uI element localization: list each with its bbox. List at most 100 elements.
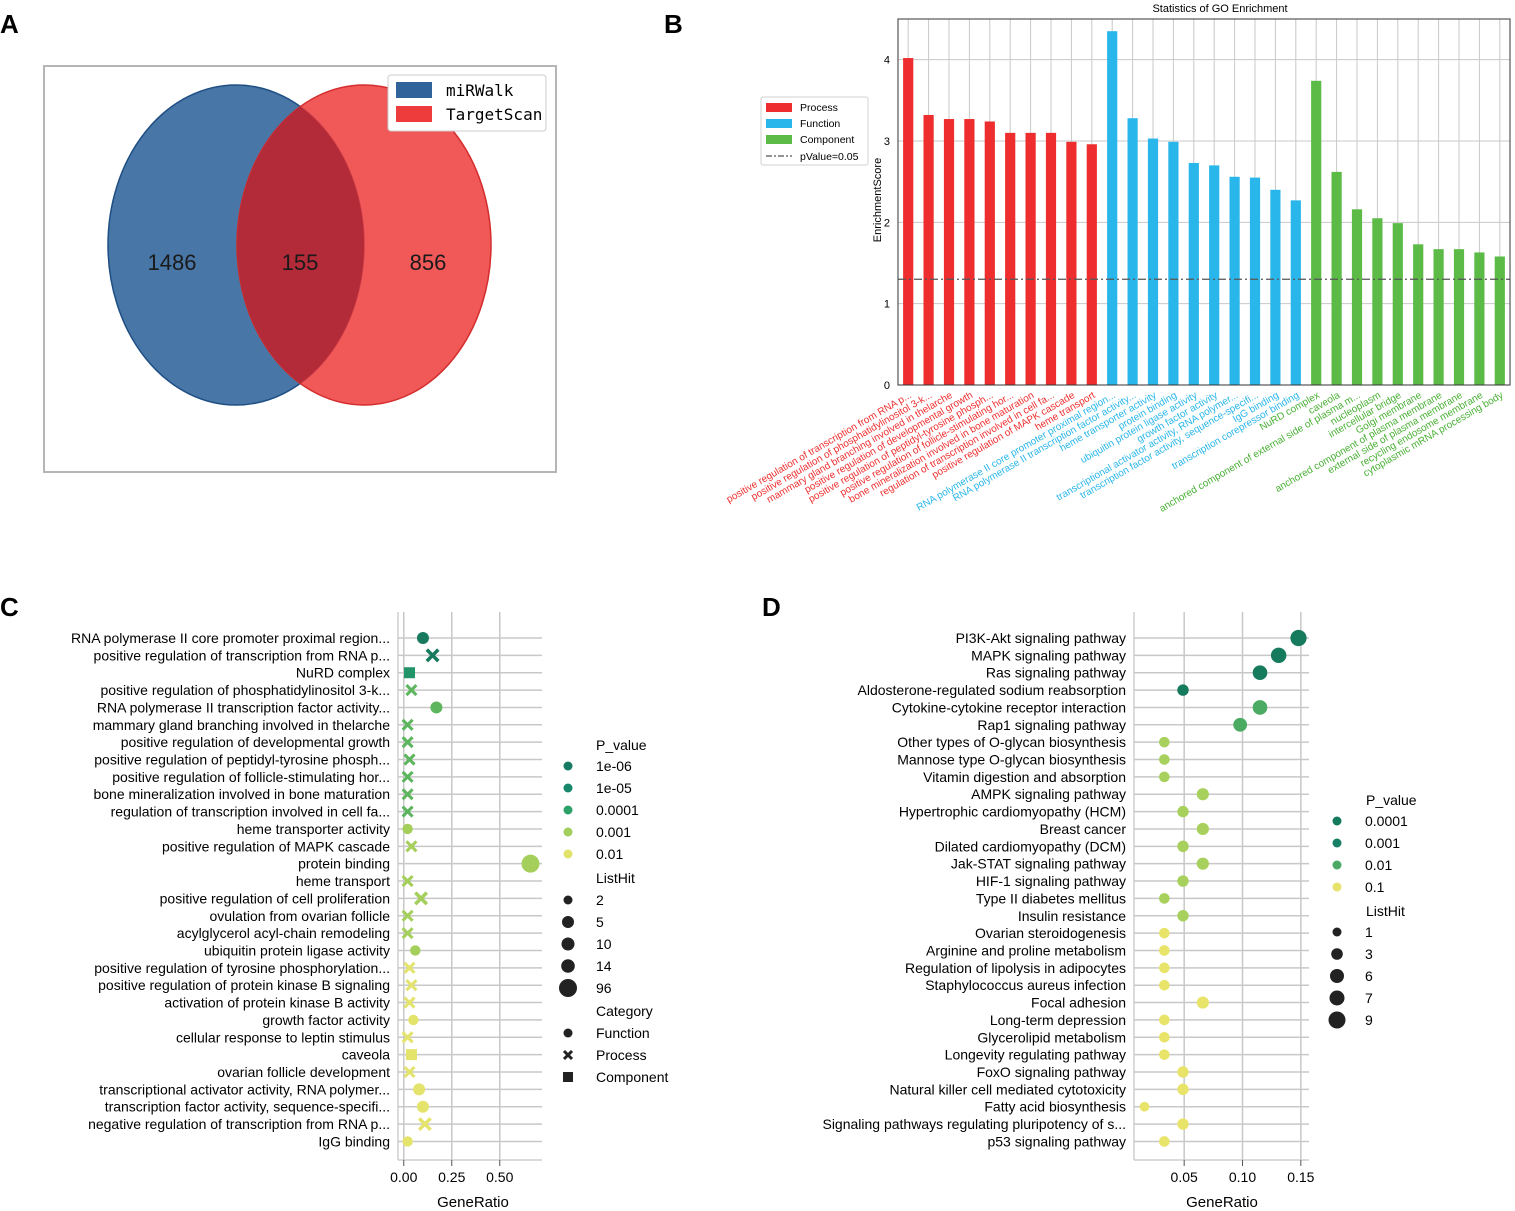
go-bar-legend: Process Function Component pValue=0.05 — [760, 96, 869, 166]
go-bar — [923, 114, 934, 386]
go-dot-term-labels: RNA polymerase II core promoter proximal… — [71, 630, 390, 1149]
go-dot-legend-pvalue-label: 0.01 — [596, 846, 623, 862]
kegg-dot-point — [1159, 979, 1170, 991]
go-bar — [1331, 171, 1342, 385]
go-dot-point-stroke — [401, 874, 414, 888]
kegg-dot-term-label: PI3K-Akt signaling pathway — [956, 630, 1126, 646]
kegg-dot-term-label: Glycerolipid metabolism — [977, 1029, 1126, 1045]
go-dot-point-stroke — [401, 927, 414, 940]
go-bar-legend-swatch-component — [766, 135, 792, 144]
kegg-dot-legend-pvalue-swatch — [1332, 860, 1342, 870]
go-dot-term-label: regulation of transcription involved in … — [111, 804, 390, 820]
go-dot-legend-pvalue-label: 0.0001 — [596, 802, 639, 818]
kegg-dot-legend-listhit-swatch — [1330, 969, 1344, 983]
go-dot-point — [402, 823, 413, 835]
go-dot-term-label: RNA polymerase II transcription factor a… — [97, 699, 390, 715]
go-dot-point — [521, 854, 540, 873]
go-bar — [1433, 249, 1444, 385]
go-dot-point-stroke — [405, 684, 418, 697]
kegg-dot-term-label: Rap1 signaling pathway — [977, 717, 1126, 733]
go-dot-point-stroke — [401, 788, 414, 801]
kegg-dot-xlabel: GeneRatio — [1186, 1194, 1258, 1211]
kegg-dot-point — [1159, 1014, 1170, 1026]
go-bar-panel: Statistics of GO Enrichment EnrichmentSc… — [725, 3, 1511, 515]
kegg-dot-point — [1196, 822, 1209, 836]
go-dot-term-label: heme transport — [296, 873, 390, 889]
go-bar-ytick-label: 4 — [884, 55, 890, 67]
go-dot-point-stroke — [401, 718, 414, 731]
go-dot-point — [401, 718, 414, 731]
go-bar-ytick-label: 0 — [884, 380, 890, 392]
kegg-dot-point — [1159, 771, 1170, 783]
kegg-dot-term-label: Ras signaling pathway — [986, 665, 1126, 681]
go-dot-point-stroke — [425, 648, 440, 663]
kegg-dot-point — [1159, 893, 1170, 904]
go-dot-point-stroke — [405, 840, 418, 853]
go-dot-legend-pvalue-label: 1e-05 — [596, 780, 632, 796]
go-bar — [1209, 165, 1220, 385]
go-dot-legend-pvalue-swatch — [563, 761, 573, 771]
kegg-dot-legend-pvalue-label: 0.1 — [1365, 879, 1385, 895]
kegg-dot-legend-pvalue-title: P_value — [1366, 792, 1417, 808]
go-dot-legend-category-label: Function — [596, 1025, 650, 1041]
go-dot-term-label: transcriptional activator activity, RNA … — [99, 1081, 390, 1097]
go-dot-term-label: cellular response to leptin stimulus — [176, 1029, 390, 1045]
kegg-dot-point — [1159, 1031, 1170, 1043]
kegg-dot-term-label: MAPK signaling pathway — [971, 647, 1126, 663]
go-dot-legend-listhit-label: 14 — [596, 958, 612, 974]
go-dot-point — [401, 927, 414, 940]
go-bar-legend-swatch-function — [766, 119, 792, 128]
kegg-dot-point — [1159, 754, 1170, 765]
kegg-dot-term-label: FoxO signaling pathway — [977, 1064, 1126, 1080]
panel-label-c: C — [0, 592, 19, 622]
go-dot-legend-category-swatch-stroke — [562, 1049, 574, 1061]
go-dot-term-label: protein binding — [298, 856, 390, 872]
go-bar-legend-frame — [760, 96, 869, 166]
go-dot-legend-listhit-label: 10 — [596, 936, 612, 952]
go-bar — [1351, 209, 1363, 385]
go-bar — [1107, 31, 1118, 385]
go-dot-term-label: NuRD complex — [296, 665, 390, 681]
go-dot-term-label: heme transporter activity — [237, 821, 390, 837]
kegg-dot-term-label: Regulation of lipolysis in adipocytes — [905, 960, 1126, 976]
go-bar-title: Statistics of GO Enrichment — [1152, 3, 1287, 15]
kegg-dot-term-label: Cytokine-cytokine receptor interaction — [892, 699, 1126, 715]
panel-label-b: B — [664, 9, 683, 39]
kegg-dot-legend-listhit-label: 9 — [1365, 1012, 1373, 1028]
kegg-dot-term-label: Long-term depression — [990, 1012, 1126, 1028]
go-dot-point — [401, 805, 414, 818]
venn-count-intersection: 155 — [282, 250, 319, 275]
panel-label-a: A — [0, 9, 19, 39]
go-dot-legend-listhit-label: 96 — [596, 980, 612, 996]
go-dot-grid — [397, 612, 542, 1161]
go-dot-point-stroke — [414, 891, 429, 906]
go-bar — [1005, 132, 1016, 385]
panel-label-d: D — [762, 592, 781, 622]
kegg-dot-point — [1252, 700, 1268, 715]
kegg-dot-legend-pvalue-swatch — [1332, 882, 1342, 892]
go-dot-legend-category-swatch — [563, 1028, 573, 1038]
kegg-dot-legend-pvalue-swatch — [1332, 816, 1342, 826]
go-dot-term-label: acylglycerol acyl-chain remodeling — [177, 925, 390, 941]
go-bar-ytick-label: 1 — [884, 299, 890, 311]
go-dot-point — [403, 1065, 416, 1079]
go-dot-term-label: positive regulation of peptidyl-tyrosine… — [94, 752, 390, 768]
go-dot-legend-pvalue-title: P_value — [596, 737, 647, 753]
kegg-dot-legend-pvalue-label: 0.01 — [1365, 857, 1392, 873]
kegg-dot-term-label: HIF-1 signaling pathway — [976, 873, 1126, 889]
kegg-dot-xtick-label: 0.10 — [1229, 1169, 1256, 1185]
go-bar-ticks: 0 1 2 3 4 — [884, 55, 890, 392]
go-dot-point-stroke — [403, 961, 416, 974]
kegg-dot-point — [1177, 840, 1189, 853]
kegg-dot-term-label: Focal adhesion — [1031, 995, 1126, 1011]
kegg-dot-point — [1177, 805, 1189, 818]
go-dot-point — [401, 736, 414, 749]
go-bar — [1372, 218, 1383, 385]
go-dot-point-stroke — [401, 909, 414, 922]
kegg-dot-legend-listhit-swatch — [1329, 990, 1345, 1006]
go-dot-legend-category-swatch — [562, 1049, 574, 1061]
go-bar — [1413, 244, 1424, 385]
go-dot-legend: P_value ListHit Category 1e-06 1e-05 0.000… — [559, 737, 668, 1085]
